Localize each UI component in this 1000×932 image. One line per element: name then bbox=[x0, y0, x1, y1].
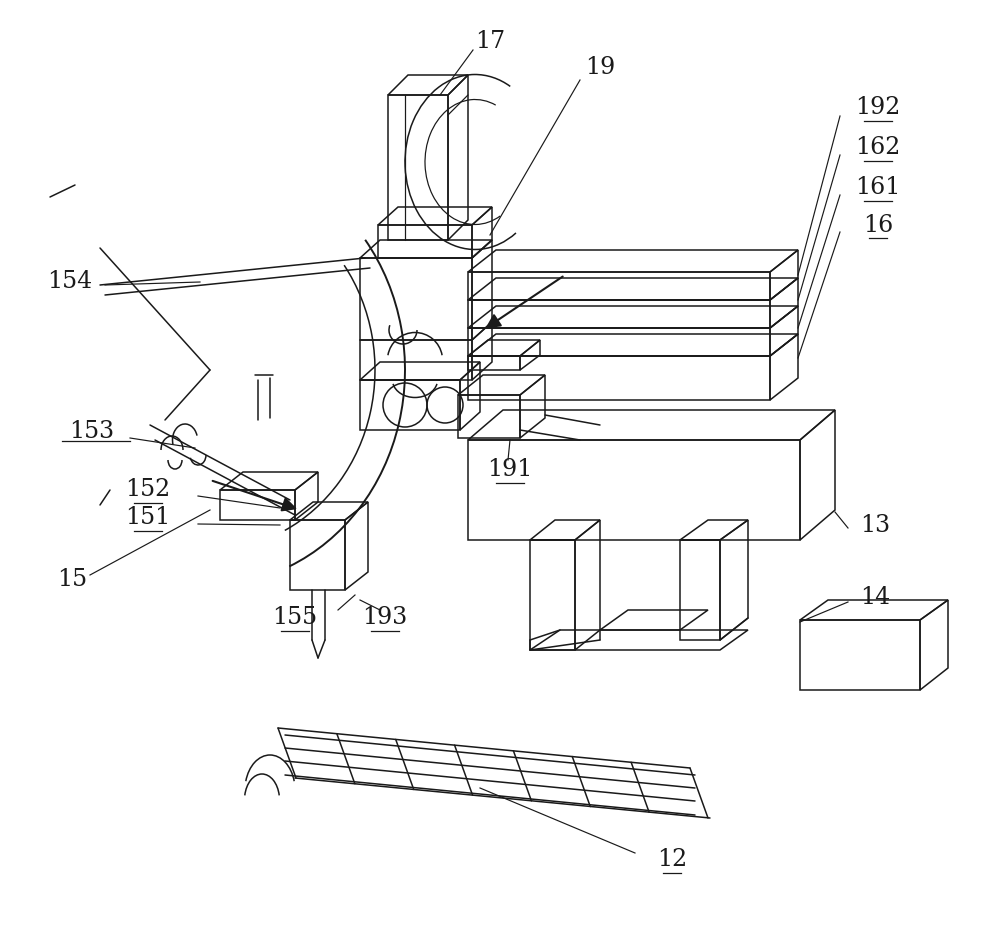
Text: 191: 191 bbox=[487, 459, 533, 482]
Text: 12: 12 bbox=[657, 848, 687, 871]
Text: 16: 16 bbox=[863, 213, 893, 237]
Text: 153: 153 bbox=[69, 420, 115, 444]
Text: 13: 13 bbox=[860, 514, 890, 537]
Text: 155: 155 bbox=[272, 607, 318, 629]
Text: 154: 154 bbox=[47, 270, 93, 294]
Text: 17: 17 bbox=[475, 31, 505, 53]
Text: 161: 161 bbox=[855, 176, 901, 199]
Text: 152: 152 bbox=[125, 478, 171, 501]
Text: 14: 14 bbox=[860, 586, 890, 610]
Text: 193: 193 bbox=[362, 607, 408, 629]
Text: 151: 151 bbox=[125, 506, 171, 529]
Text: 19: 19 bbox=[585, 57, 615, 79]
Text: 162: 162 bbox=[855, 136, 901, 159]
Text: 15: 15 bbox=[57, 569, 87, 592]
Text: 192: 192 bbox=[855, 97, 901, 119]
